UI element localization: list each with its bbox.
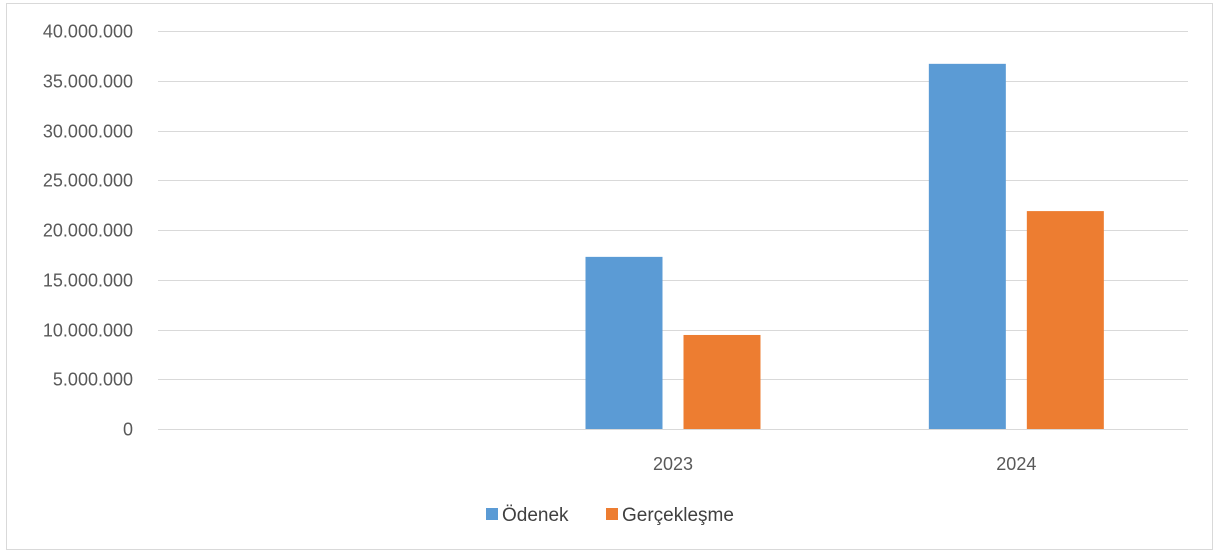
legend-swatch <box>606 508 618 520</box>
y-tick-label: 30.000.000 <box>43 122 133 142</box>
y-tick-label: 35.000.000 <box>43 72 133 92</box>
y-tick-label: 5.000.000 <box>53 370 133 390</box>
legend: Ödenek Gerçekleşme <box>486 505 734 526</box>
bar-gerceklesme-2024 <box>1026 211 1104 429</box>
y-tick-label: 40.000.000 <box>43 22 133 42</box>
y-tick-label: 10.000.000 <box>43 321 133 341</box>
legend-label: Gerçekleşme <box>622 505 734 526</box>
gridlines <box>158 31 1188 430</box>
y-tick-label: 15.000.000 <box>43 271 133 291</box>
x-tick-label: 2023 <box>653 454 693 474</box>
y-tick-label: 25.000.000 <box>43 171 133 191</box>
x-tick-label: 2024 <box>996 454 1036 474</box>
bar-gerceklesme-2023 <box>683 334 761 429</box>
y-tick-label: 0 <box>123 420 133 440</box>
y-tick-label: 20.000.000 <box>43 221 133 241</box>
x-axis-ticks: 2023 2024 <box>653 454 1036 474</box>
legend-label: Ödenek <box>502 505 569 526</box>
bar-odenek-2023 <box>585 256 663 429</box>
bars <box>585 63 1104 430</box>
bar-odenek-2024 <box>928 63 1006 430</box>
legend-swatch <box>486 508 498 520</box>
y-axis-ticks: 0 5.000.000 10.000.000 15.000.000 20.000.000… <box>43 22 133 440</box>
